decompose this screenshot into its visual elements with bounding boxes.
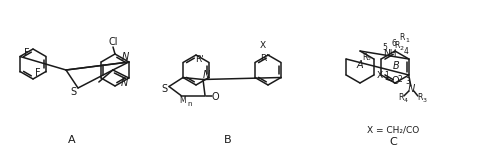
Text: S: S [161,83,167,93]
Text: X = CH₂/CO: X = CH₂/CO [367,126,419,135]
Text: 5: 5 [382,43,388,52]
Text: R': R' [196,55,204,64]
Text: R: R [417,93,422,102]
Text: 3: 3 [423,97,427,102]
Text: B: B [224,135,232,145]
Text: X: X [260,40,266,50]
Text: 5: 5 [367,55,371,60]
Text: A: A [356,60,364,70]
Text: 2: 2 [398,74,402,83]
Text: 4: 4 [404,97,408,102]
Text: F: F [35,69,41,78]
Text: R": R" [260,54,270,63]
Text: 2: 2 [400,45,404,50]
Text: A: A [68,135,76,145]
Text: X: X [376,71,382,79]
Text: O: O [211,92,219,102]
Text: Cl: Cl [108,37,118,47]
Text: R: R [394,41,400,50]
Text: 4: 4 [404,47,408,55]
Text: B: B [392,61,400,71]
Text: NH: NH [384,50,397,59]
Text: 6: 6 [392,38,396,47]
Text: 1: 1 [384,71,388,81]
Text: 3: 3 [406,78,410,86]
Text: N: N [408,84,416,94]
Text: n: n [188,100,192,107]
Text: 1: 1 [405,38,409,43]
Text: N: N [122,52,130,62]
Text: R: R [400,33,404,43]
Text: R: R [398,93,404,102]
Text: O: O [392,76,399,86]
Text: M: M [180,96,186,105]
Text: N: N [121,78,128,88]
Text: C: C [389,137,397,147]
Text: F: F [24,48,30,59]
Text: S: S [70,87,76,97]
Text: R: R [362,54,368,62]
Text: N: N [202,71,209,81]
